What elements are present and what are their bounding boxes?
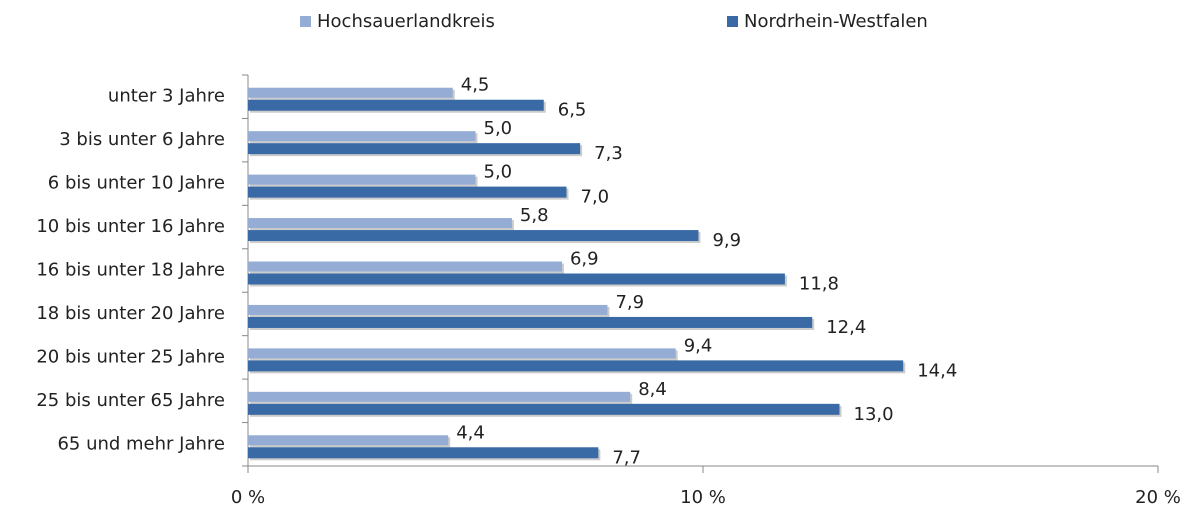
bar [248, 143, 581, 155]
data-label: 4,5 [461, 75, 490, 96]
data-label: 7,7 [612, 447, 641, 468]
data-label: 9,4 [684, 335, 713, 356]
legend-swatch [300, 16, 311, 27]
data-label: 11,8 [799, 274, 839, 295]
bar [248, 99, 544, 111]
bar [248, 261, 562, 272]
data-label: 8,4 [638, 379, 667, 400]
data-label: 4,4 [456, 422, 485, 443]
legend-swatch [727, 16, 738, 27]
bar [248, 230, 699, 242]
bar [248, 447, 599, 459]
data-label: 14,4 [917, 360, 957, 381]
category-label: 3 bis unter 6 Jahre [59, 129, 225, 150]
category-label: unter 3 Jahre [108, 86, 225, 107]
data-label: 6,9 [570, 249, 599, 270]
data-label: 6,5 [558, 100, 587, 121]
category-label: 18 bis unter 20 Jahre [36, 303, 225, 324]
bar [248, 403, 840, 415]
data-label: 5,0 [484, 162, 513, 183]
category-label: 65 und mehr Jahre [57, 433, 225, 454]
bar [248, 316, 813, 328]
data-label: 5,8 [520, 205, 549, 226]
bar [248, 304, 608, 315]
category-label: 10 bis unter 16 Jahre [36, 216, 225, 237]
bar [248, 391, 631, 402]
bar [248, 435, 449, 446]
bar [248, 186, 567, 198]
data-label: 12,4 [826, 317, 866, 338]
x-tick-label: 0 % [231, 487, 265, 508]
x-tick-label: 10 % [680, 487, 726, 508]
category-label: 20 bis unter 25 Jahre [36, 346, 225, 367]
category-label: 25 bis unter 65 Jahre [36, 390, 225, 411]
bar [248, 273, 785, 285]
data-label: 9,9 [712, 230, 741, 251]
bar [248, 218, 512, 229]
data-label: 5,0 [484, 118, 513, 139]
bar [248, 360, 904, 372]
bar [248, 87, 453, 98]
bar [248, 174, 476, 185]
legend-label: Nordrhein-Westfalen [744, 11, 928, 32]
category-label: 6 bis unter 10 Jahre [48, 173, 225, 194]
bar [248, 348, 676, 359]
category-label: 16 bis unter 18 Jahre [36, 260, 225, 281]
data-label: 13,0 [854, 404, 894, 425]
x-tick-label: 20 % [1135, 487, 1181, 508]
legend-label: Hochsauerlandkreis [317, 11, 495, 32]
bar [248, 131, 476, 142]
data-label: 7,3 [594, 143, 623, 164]
data-label: 7,0 [581, 187, 610, 208]
data-label: 7,9 [615, 292, 644, 313]
